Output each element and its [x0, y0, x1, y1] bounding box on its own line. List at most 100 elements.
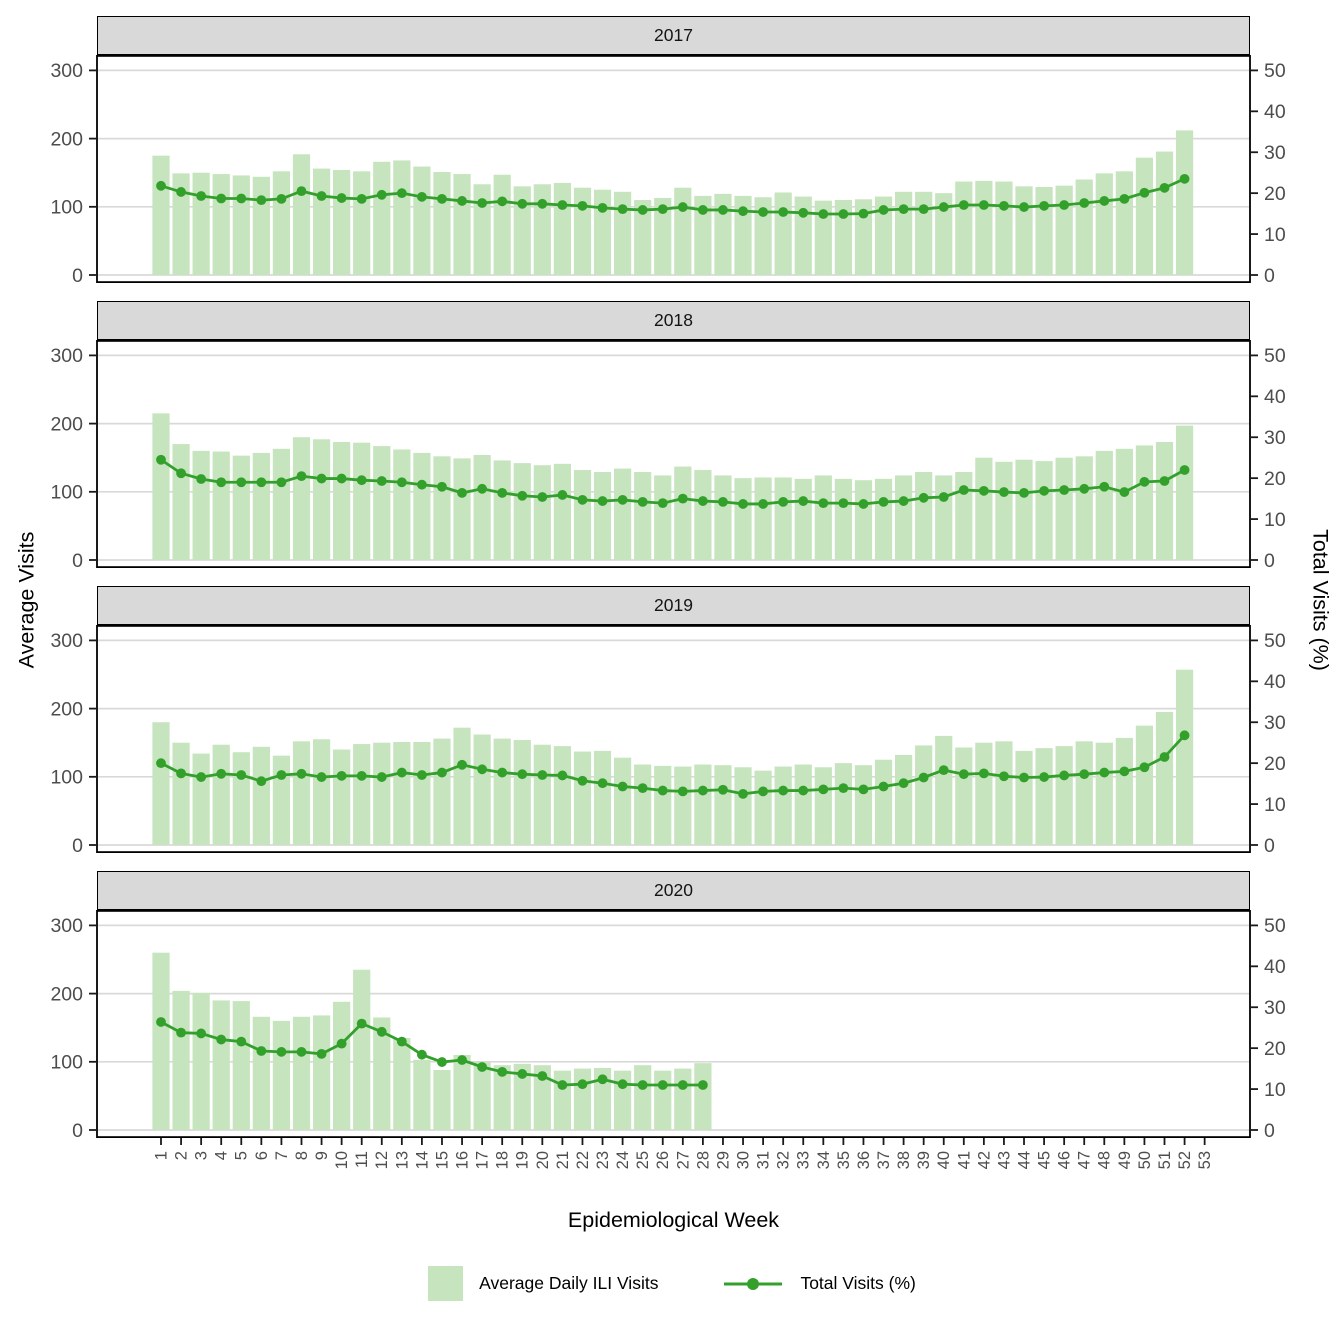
left-axis-ticks: 0 100 200 300: [50, 630, 97, 857]
bar-swatch-icon: [428, 1266, 464, 1301]
right-axis-ticks: 0 10 20 30 40 50: [1250, 915, 1286, 1142]
svg-text:30: 30: [1264, 427, 1286, 449]
facet-panel-2017: 0 100 200 300 0 10 20 30 40 50: [50, 54, 1286, 287]
bar-series: [152, 669, 1194, 845]
facet-strip-2020: 2020: [97, 871, 1250, 910]
x-tick-label: 20: [534, 1151, 552, 1169]
legend: Average Daily ILI Visits Total Visits (%…: [0, 1266, 1344, 1301]
svg-text:200: 200: [50, 983, 83, 1005]
panel-border: [96, 624, 1251, 853]
x-tick-label: 33: [795, 1151, 813, 1169]
svg-text:40: 40: [1264, 671, 1286, 693]
x-tick-label: 40: [935, 1151, 953, 1169]
svg-text:10: 10: [1264, 224, 1286, 246]
x-tick-label: 13: [393, 1151, 411, 1169]
x-tick-label: 22: [574, 1151, 592, 1169]
svg-text:0: 0: [72, 265, 83, 287]
line-marker-icon: [724, 1277, 783, 1290]
x-tick-label: 1: [152, 1151, 170, 1160]
x-tick-label: 27: [674, 1151, 692, 1169]
svg-text:50: 50: [1264, 630, 1286, 652]
svg-text:30: 30: [1264, 142, 1286, 164]
x-tick-label: 19: [514, 1151, 532, 1169]
bar-series: [152, 130, 1194, 275]
svg-text:30: 30: [1264, 997, 1286, 1019]
legend-line-label: Total Visits (%): [800, 1273, 916, 1293]
facet-strip-label: 2019: [654, 595, 693, 615]
legend-item-bars: Average Daily ILI Visits: [428, 1266, 658, 1301]
x-tick-label: 3: [193, 1151, 211, 1160]
x-tick-label: 28: [694, 1151, 712, 1169]
svg-text:20: 20: [1264, 1038, 1286, 1060]
svg-text:0: 0: [1264, 835, 1275, 857]
svg-text:200: 200: [50, 413, 83, 435]
facet-strip-2019: 2019: [97, 586, 1250, 625]
svg-text:50: 50: [1264, 60, 1286, 82]
panel-border: [96, 339, 1251, 568]
facet-strip-label: 2017: [654, 25, 693, 45]
facet-strip-label: 2018: [654, 310, 693, 330]
svg-text:100: 100: [50, 1052, 83, 1074]
line-series: [156, 1017, 708, 1090]
x-tick-label: 6: [253, 1151, 271, 1160]
svg-text:20: 20: [1264, 183, 1286, 205]
legend-bar-label: Average Daily ILI Visits: [479, 1273, 659, 1293]
bar-series: [152, 413, 1194, 560]
x-tick-label: 39: [915, 1151, 933, 1169]
x-tick-label: 24: [614, 1151, 632, 1169]
gridlines: [98, 924, 1249, 1131]
x-tick-label: 52: [1176, 1151, 1194, 1169]
svg-text:200: 200: [50, 128, 83, 150]
x-tick-label: 26: [654, 1151, 672, 1169]
svg-text:300: 300: [50, 915, 83, 937]
svg-text:10: 10: [1264, 1079, 1286, 1101]
x-tick-label: 10: [333, 1151, 351, 1169]
svg-text:50: 50: [1264, 915, 1286, 937]
svg-text:300: 300: [50, 345, 83, 367]
line-series: [156, 454, 1190, 509]
svg-text:20: 20: [1264, 753, 1286, 775]
x-tick-label: 53: [1196, 1151, 1214, 1169]
x-tick-label: 36: [855, 1151, 873, 1169]
legend-item-line: Total Visits (%): [722, 1273, 916, 1295]
x-tick-label: 34: [815, 1151, 833, 1169]
x-tick-label: 47: [1076, 1151, 1094, 1169]
svg-text:50: 50: [1264, 345, 1286, 367]
x-tick-label: 2: [173, 1151, 191, 1160]
svg-text:100: 100: [50, 197, 83, 219]
x-tick-label: 17: [474, 1151, 492, 1169]
svg-text:40: 40: [1264, 101, 1286, 123]
x-tick-label: 16: [453, 1151, 471, 1169]
x-tick-label: 41: [955, 1151, 973, 1169]
x-tick-label: 45: [1036, 1151, 1054, 1169]
svg-text:0: 0: [72, 1120, 83, 1142]
panel-border: [96, 54, 1251, 283]
x-tick-label: 31: [755, 1151, 773, 1169]
svg-text:0: 0: [72, 835, 83, 857]
x-tick-label: 50: [1136, 1151, 1154, 1169]
svg-text:40: 40: [1264, 956, 1286, 978]
x-tick-label: 7: [273, 1151, 291, 1160]
x-tick-label: 42: [975, 1151, 993, 1169]
x-tick-label: 44: [1015, 1151, 1033, 1169]
svg-text:0: 0: [1264, 550, 1275, 572]
left-axis-ticks: 0 100 200 300: [50, 915, 97, 1142]
svg-text:30: 30: [1264, 712, 1286, 734]
facet-strip-label: 2020: [654, 880, 693, 900]
facet-panel-2019: 0 100 200 300 0 10 20 30 40 50: [50, 624, 1286, 857]
x-tick-label: 48: [1096, 1151, 1114, 1169]
x-tick-label: 21: [554, 1151, 572, 1169]
x-axis-title: Epidemiological Week: [567, 1208, 780, 1232]
svg-text:300: 300: [50, 630, 83, 652]
right-axis-ticks: 0 10 20 30 40 50: [1250, 630, 1286, 857]
facet-strip-2018: 2018: [97, 301, 1250, 340]
svg-text:100: 100: [50, 482, 83, 504]
svg-text:0: 0: [72, 550, 83, 572]
left-axis-ticks: 0 100 200 300: [50, 60, 97, 287]
x-tick-label: 15: [433, 1151, 451, 1169]
x-tick-label: 30: [734, 1151, 752, 1169]
x-tick-label: 43: [995, 1151, 1013, 1169]
x-tick-label: 25: [634, 1151, 652, 1169]
x-axis: 1 2 3 4 5 6 7 8 9 10 11 12 13 14 15 16 17 18 19 20 21 22 23 24 2…: [152, 1138, 1214, 1169]
